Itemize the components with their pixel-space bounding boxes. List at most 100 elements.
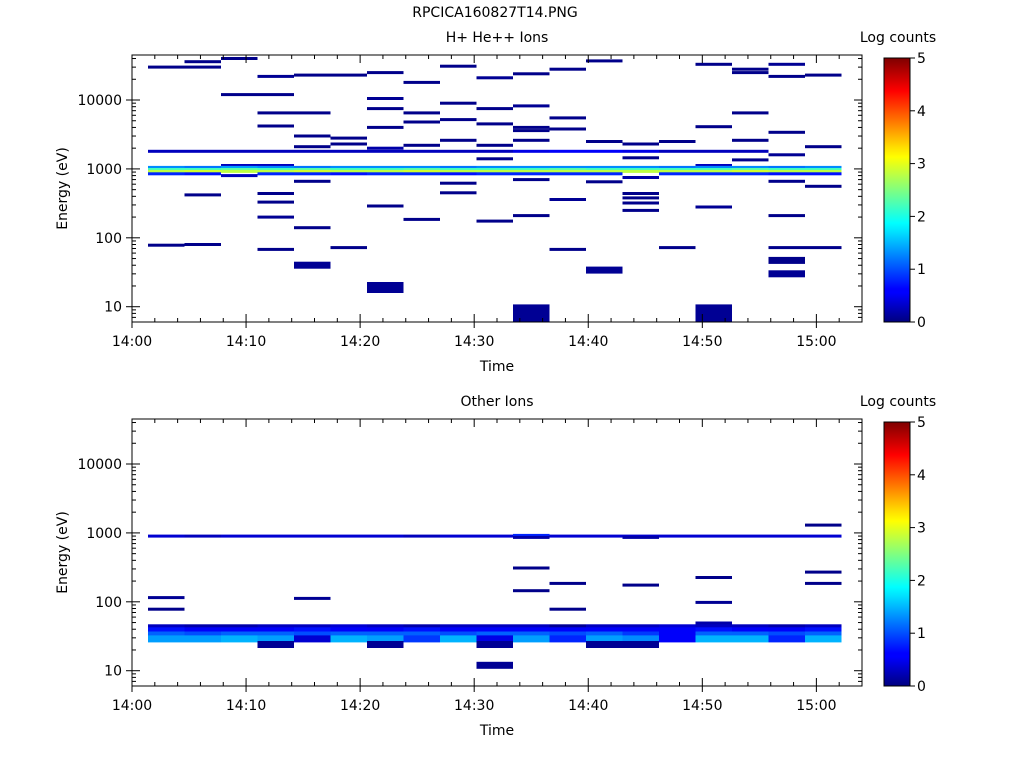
heatmap-cell — [549, 607, 586, 611]
heatmap-cell — [805, 184, 842, 188]
heatmap-cell — [805, 168, 842, 171]
heatmap-cell — [184, 172, 221, 176]
heatmap-cell — [805, 631, 842, 639]
heatmap-cell — [768, 179, 805, 183]
heatmap-cell — [403, 165, 440, 169]
x-tick-label: 14:10 — [226, 334, 266, 350]
heatmap-cell — [294, 168, 331, 171]
heatmap-cell — [586, 631, 623, 639]
heatmap-cell — [330, 149, 367, 153]
x-tick-label: 14:20 — [340, 334, 380, 350]
heatmap-cell — [476, 165, 513, 169]
x-tick-label: 14:00 — [112, 698, 152, 714]
heatmap-cell — [257, 172, 294, 176]
heatmap-cell — [768, 169, 805, 173]
heatmap-cell — [659, 534, 696, 538]
heatmap-cell — [367, 97, 404, 100]
heatmap-cell — [184, 149, 221, 153]
heatmap-cell — [622, 169, 659, 173]
heatmap-cell — [184, 165, 221, 169]
heatmap-cell — [367, 149, 404, 153]
heatmap-cell — [148, 635, 185, 643]
heatmap-cell — [586, 140, 623, 143]
heatmap-cell — [659, 627, 696, 635]
heatmap-cell — [367, 146, 404, 150]
heatmap-cell — [221, 57, 258, 60]
colorbar-tick-label: 4 — [917, 468, 926, 484]
heatmap-cell — [805, 172, 842, 176]
x-tick-label: 14:10 — [226, 698, 266, 714]
heatmap-cell — [732, 635, 769, 643]
heatmap-cell — [476, 641, 513, 648]
heatmap-cell — [768, 168, 805, 171]
colorbar-label: Log counts — [860, 30, 936, 46]
heatmap-cell — [768, 635, 805, 643]
heatmap-cell — [440, 191, 477, 195]
heatmap-cell — [294, 534, 331, 538]
heatmap-cell — [695, 149, 732, 153]
heatmap-cell — [403, 168, 440, 171]
y-tick-label: 10000 — [77, 93, 122, 109]
heatmap-cell — [367, 125, 404, 129]
heatmap-cell — [586, 168, 623, 171]
colorbar-tick-label: 2 — [917, 573, 926, 589]
heatmap-cell — [221, 631, 258, 639]
heatmap-cell — [695, 125, 732, 129]
heatmap-cell — [659, 172, 696, 176]
y-tick-label: 100 — [95, 595, 122, 611]
heatmap-cell — [294, 635, 331, 643]
colorbar-label: Log counts — [860, 394, 936, 410]
heatmap-cell — [659, 165, 696, 169]
colorbar-tick-label: 4 — [917, 104, 926, 120]
heatmap-cell — [732, 631, 769, 639]
heatmap-cell — [622, 201, 659, 205]
heatmap-cell — [403, 169, 440, 173]
heatmap-cell — [695, 631, 732, 639]
heatmap-cell — [476, 172, 513, 176]
heatmap-cell — [659, 631, 696, 639]
heatmap-cell — [221, 168, 258, 171]
heatmap-cell — [549, 581, 586, 585]
heatmap-cell — [440, 635, 477, 643]
heatmap-cell — [768, 172, 805, 176]
y-axis-label: Energy (eV) — [55, 147, 71, 230]
heatmap-cell — [768, 153, 805, 157]
heatmap-cell — [257, 192, 294, 195]
heatmap-cell — [586, 169, 623, 173]
heatmap-cell — [695, 164, 732, 167]
heatmap-cell — [695, 62, 732, 66]
heatmap-cell — [148, 168, 185, 171]
heatmap-cell — [732, 534, 769, 538]
heatmap-cell — [330, 73, 367, 77]
colorbar-tick-label: 1 — [917, 262, 926, 278]
heatmap-cell — [586, 149, 623, 153]
heatmap-cell — [330, 169, 367, 173]
heatmap-cell — [184, 168, 221, 171]
heatmap-cell — [695, 635, 732, 643]
heatmap-cell — [549, 165, 586, 169]
heatmap-cell — [549, 172, 586, 176]
heatmap-cell — [330, 142, 367, 146]
heatmap-cell — [805, 635, 842, 643]
heatmap-cell — [403, 217, 440, 221]
panel-other-ions: 14:00 14:10 14:20 14:30 14:40 14:50 15:0010100… — [55, 394, 936, 739]
heatmap-cell — [513, 533, 550, 537]
heatmap-cell — [221, 169, 258, 173]
heatmap-cell — [403, 172, 440, 176]
heatmap-cell — [768, 62, 805, 66]
heatmap-cell — [294, 172, 331, 176]
heatmap-cell — [805, 165, 842, 169]
heatmap-cell — [513, 138, 550, 142]
heatmap-cell — [440, 149, 477, 153]
heatmap-cell — [148, 169, 185, 173]
heatmap-cell — [257, 168, 294, 171]
heatmap-cell — [695, 534, 732, 538]
heatmap-cell — [403, 120, 440, 124]
heatmap-cell — [440, 169, 477, 173]
x-axis-label: Time — [479, 723, 514, 739]
heatmap-cell — [257, 165, 294, 169]
heatmap-cell — [476, 149, 513, 153]
heatmap-cell — [184, 65, 221, 69]
colorbar — [883, 421, 911, 687]
heatmap-cell — [403, 149, 440, 153]
